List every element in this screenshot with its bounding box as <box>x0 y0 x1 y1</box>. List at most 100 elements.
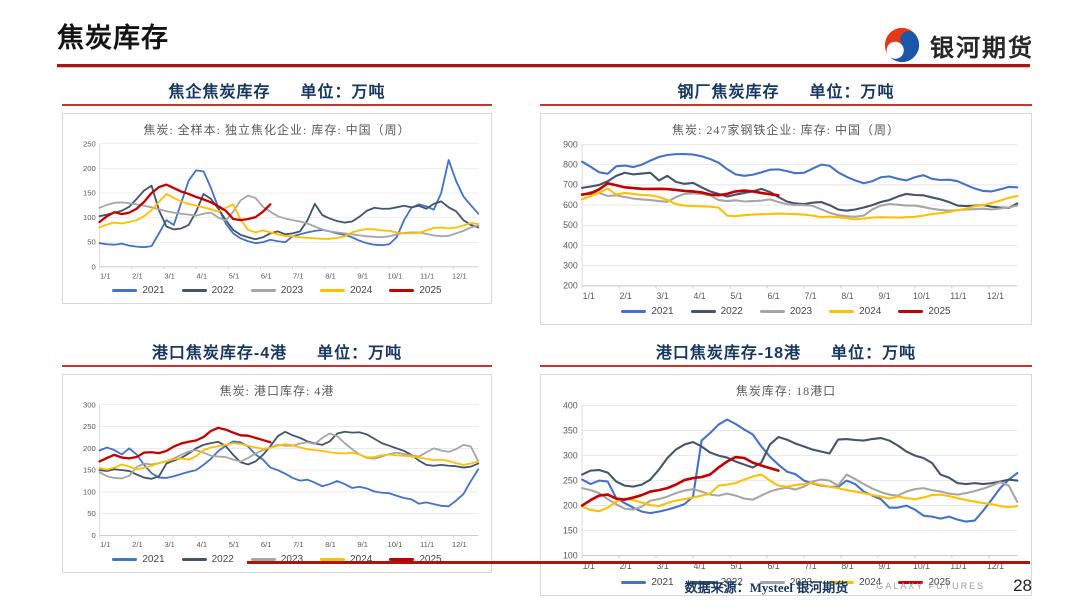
y-tick-label: 700 <box>563 180 578 190</box>
y-tick-label: 500 <box>563 220 578 230</box>
series-line-2021 <box>581 418 1019 524</box>
unit-label: 单位：万吨 <box>831 345 917 363</box>
unit-label: 单位：万吨 <box>317 345 403 363</box>
chart-section-port-inventory-4: 港口焦炭库存-4港 单位：万吨 焦炭: 港口库存: 4港 0 50 100 150 20… <box>62 339 492 595</box>
x-tick-label: 3/1 <box>657 561 669 571</box>
x-tick-label: 6/1 <box>767 561 779 571</box>
y-tick-label: 300 <box>563 451 578 461</box>
y-tick-label: 150 <box>83 188 96 197</box>
section-header: 港口焦炭库存-18港 单位：万吨 <box>540 339 1032 368</box>
chart-panel: 焦炭: 247家钢铁企业: 库存: 中国（周） 200 300 400 500 600 7… <box>540 113 1032 326</box>
series-line-2023 <box>581 473 1019 512</box>
x-tick-label: 8/1 <box>325 271 336 280</box>
brand-watermark: GALAXY FUTURES <box>876 581 986 591</box>
legend-swatch <box>829 310 855 314</box>
chart-plot: 200 300 400 500 600 700 800 900 1/1 2/1 3/1 4/1 5/1 6… <box>563 139 1019 301</box>
legend-swatch <box>898 310 924 314</box>
chart-plot-host: 100 150 200 250 300 350 400 1/1 2/1 3/1 4/1 5/1 6/1 7… <box>547 400 1025 592</box>
x-tick-label: 4/1 <box>694 561 706 571</box>
legend-label: 2023 <box>789 306 813 318</box>
legend-swatch <box>250 289 276 293</box>
section-title: 港口焦炭库存-4港 <box>151 345 288 363</box>
series-line-2021 <box>581 152 1019 193</box>
legend-swatch <box>759 580 785 584</box>
x-tick-label: 9/1 <box>878 561 890 571</box>
x-tick-label: 12/1 <box>987 561 1004 571</box>
legend-item-2025: 2025 <box>898 306 951 317</box>
y-tick-label: 900 <box>563 139 578 149</box>
chart-panel: 焦炭: 港口库存: 4港 0 50 100 150 200 250 300 1/1 2/1 3/1… <box>62 374 492 574</box>
legend-item-2021: 2021 <box>112 554 165 566</box>
series-line-2022 <box>98 184 480 241</box>
y-tick-label: 300 <box>83 401 96 410</box>
legend-swatch <box>621 580 647 584</box>
series-line-2025 <box>98 427 272 464</box>
x-tick-label: 1/1 <box>583 291 595 301</box>
x-tick-label: 2/1 <box>620 561 632 571</box>
y-tick-label: 200 <box>83 444 96 453</box>
x-tick-label: 8/1 <box>841 291 853 301</box>
legend-label: 2022 <box>720 306 743 318</box>
y-tick-label: 0 <box>91 262 95 271</box>
legend-item-2024: 2024 <box>829 306 881 317</box>
legend-swatch <box>112 558 138 562</box>
section-header: 焦企焦炭库存 单位：万吨 <box>62 78 492 106</box>
x-tick-label: 9/1 <box>357 540 368 549</box>
x-tick-label: 9/1 <box>357 271 368 280</box>
legend-item-2022: 2022 <box>181 285 234 297</box>
legend-swatch <box>320 558 346 562</box>
x-tick-label: 5/1 <box>229 271 240 280</box>
legend-label: 2025 <box>928 576 951 588</box>
x-tick-label: 8/1 <box>841 561 853 571</box>
legend-label: 2023 <box>280 554 304 566</box>
x-tick-label: 5/1 <box>229 540 240 549</box>
unit-label: 单位：万吨 <box>809 84 895 101</box>
legend-swatch <box>181 289 207 293</box>
series-line-2023 <box>581 190 1019 218</box>
section-header: 钢厂焦炭库存 单位：万吨 <box>540 78 1032 106</box>
chart-inner-title: 焦炭: 港口库存: 4港 <box>219 384 335 399</box>
legend-item-2023: 2023 <box>250 554 304 566</box>
x-tick-label: 3/1 <box>164 540 175 549</box>
chart-plot: 100 150 200 250 300 350 400 1/1 2/1 3/1 4/1 5/1 6/1 7… <box>563 401 1019 571</box>
x-tick-label: 12/1 <box>452 540 467 549</box>
series-line-2024 <box>581 473 1019 513</box>
x-tick-label: 10/1 <box>913 291 930 301</box>
legend-item-2025: 2025 <box>389 285 442 296</box>
legend-swatch <box>829 580 855 584</box>
x-tick-label: 4/1 <box>197 271 208 280</box>
x-tick-label: 2/1 <box>132 271 143 280</box>
legend-label: 2024 <box>350 285 373 297</box>
legend-label: 2021 <box>142 554 165 566</box>
chart-section-steel-mill-inventory: 钢厂焦炭库存 单位：万吨 焦炭: 247家钢铁企业: 库存: 中国（周） 200… <box>540 78 1032 326</box>
legend-label: 2024 <box>859 306 882 318</box>
x-tick-label: 3/1 <box>164 271 175 280</box>
series-line-2022 <box>581 171 1019 212</box>
y-tick-label: 400 <box>563 401 578 411</box>
y-tick-label: 400 <box>563 240 578 250</box>
section-title: 港口焦炭库存-18港 <box>655 345 802 363</box>
y-tick-label: 150 <box>563 526 578 536</box>
y-tick-label: 200 <box>83 164 96 173</box>
legend-swatch <box>320 289 346 293</box>
x-tick-label: 10/1 <box>387 271 402 280</box>
series-line-2024 <box>98 193 480 240</box>
section-title: 焦企焦炭库存 <box>168 84 271 101</box>
x-tick-label: 10/1 <box>913 561 930 571</box>
y-tick-label: 0 <box>91 531 95 540</box>
page-footer: 数据来源：Mysteel 银河期货 GALAXY FUTURES 28 <box>685 576 1032 596</box>
legend-label: 2022 <box>211 285 234 297</box>
unit-label: 单位：万吨 <box>300 84 386 101</box>
series-line-2025 <box>580 181 780 197</box>
legend-swatch <box>759 310 785 314</box>
legend-item-2022: 2022 <box>181 554 234 565</box>
header-divider <box>57 64 1030 68</box>
x-tick-label: 6/1 <box>767 291 779 301</box>
x-tick-label: 4/1 <box>197 540 208 549</box>
legend-label: 2021 <box>651 576 674 588</box>
legend-item-2024: 2024 <box>320 285 372 296</box>
galaxy-swirl-icon <box>884 27 920 63</box>
x-tick-label: 11/1 <box>950 561 967 571</box>
y-tick-label: 250 <box>83 139 96 148</box>
legend-item-2021: 2021 <box>112 285 165 296</box>
